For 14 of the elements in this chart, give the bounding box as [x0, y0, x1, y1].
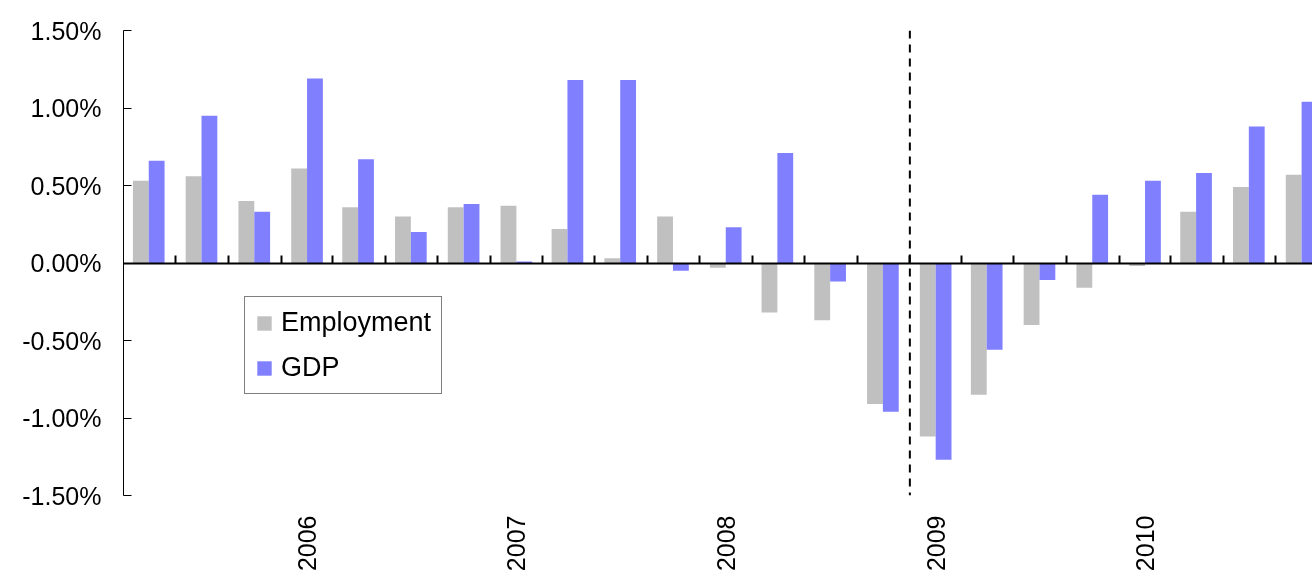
x-tick-label: 2008: [711, 515, 740, 572]
y-tick-label: 0.00%: [30, 249, 102, 277]
x-tick-label: 2006: [293, 515, 322, 572]
x-tick-label: 2007: [502, 515, 531, 572]
y-tick-label: -1.00%: [22, 404, 102, 432]
x-tick-label: 2010: [1131, 515, 1160, 572]
y-tick-label: 1.50%: [30, 16, 102, 45]
y-tick-label: 0.50%: [30, 171, 102, 200]
y-tick-label: -0.50%: [22, 326, 102, 355]
y-tick-label: 1.00%: [30, 94, 102, 122]
legend-label: Employment: [281, 307, 432, 338]
legend-label: GDP: [281, 352, 340, 383]
x-tick-label: 2009: [921, 515, 950, 572]
y-tick-label: -1.50%: [22, 481, 102, 510]
